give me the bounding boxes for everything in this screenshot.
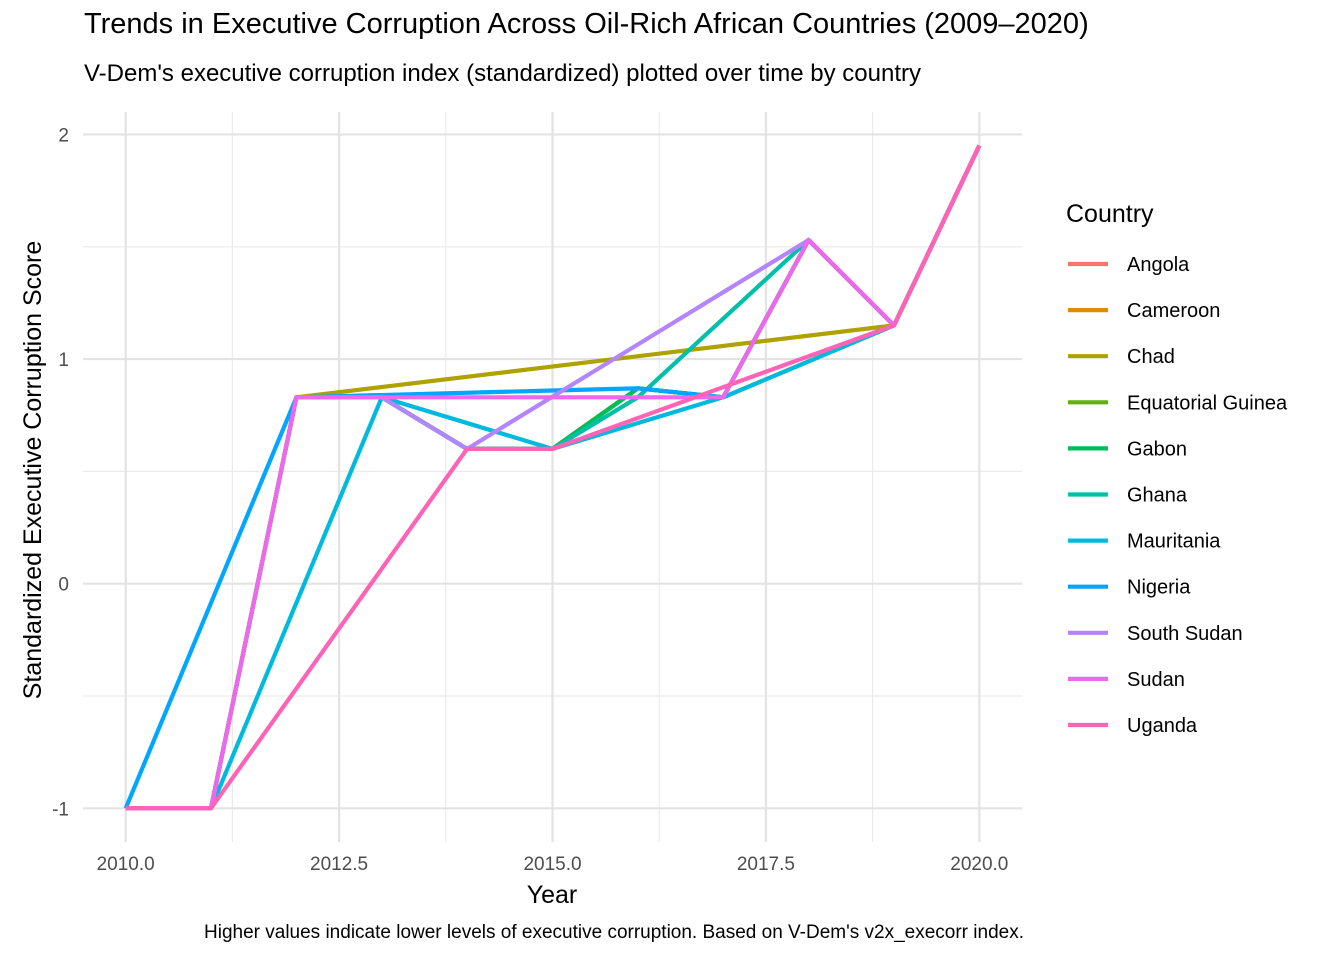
legend-label: Nigeria bbox=[1127, 577, 1191, 599]
chart-title: Trends in Executive Corruption Across Oi… bbox=[84, 8, 1089, 40]
y-tick-label: 2 bbox=[58, 125, 69, 146]
legend-label: South Sudan bbox=[1127, 623, 1243, 645]
y-axis-ticks: -1 0 1 2 bbox=[52, 125, 69, 820]
legend-label: Chad bbox=[1127, 346, 1175, 368]
x-tick-label: 2015.0 bbox=[523, 854, 581, 875]
y-tick-label: 0 bbox=[58, 575, 69, 596]
x-tick-label: 2020.0 bbox=[950, 854, 1008, 875]
chart-caption: Higher values indicate lower levels of e… bbox=[204, 922, 1024, 943]
legend-label: Cameroon bbox=[1127, 300, 1220, 322]
legend-label: Uganda bbox=[1127, 715, 1198, 737]
series-lines bbox=[123, 144, 982, 811]
x-axis-ticks: 2010.0 2012.5 2015.0 2017.5 2020.0 bbox=[97, 854, 1009, 875]
x-tick-label: 2012.5 bbox=[310, 854, 368, 875]
legend-label: Gabon bbox=[1127, 438, 1187, 460]
legend-label: Ghana bbox=[1127, 485, 1188, 507]
x-axis-title: Year bbox=[527, 881, 578, 909]
legend-label: Mauritania bbox=[1127, 531, 1221, 553]
x-tick-label: 2017.5 bbox=[737, 854, 795, 875]
major-gridlines bbox=[83, 112, 1022, 842]
legend-title: Country bbox=[1066, 200, 1154, 228]
legend-label: Equatorial Guinea bbox=[1127, 392, 1288, 414]
y-tick-label: 1 bbox=[58, 350, 69, 371]
x-tick-label: 2010.0 bbox=[97, 854, 155, 875]
legend: Country Angola Cameroon Chad Equatorial Gui… bbox=[1066, 200, 1288, 737]
y-tick-label: -1 bbox=[52, 799, 69, 820]
legend-label: Angola bbox=[1127, 254, 1190, 276]
series-line-uganda bbox=[125, 144, 982, 811]
legend-label: Sudan bbox=[1127, 669, 1185, 691]
y-axis-title: Standardized Executive Corruption Score bbox=[19, 241, 47, 700]
chart-subtitle: V-Dem's executive corruption index (stan… bbox=[84, 60, 921, 87]
